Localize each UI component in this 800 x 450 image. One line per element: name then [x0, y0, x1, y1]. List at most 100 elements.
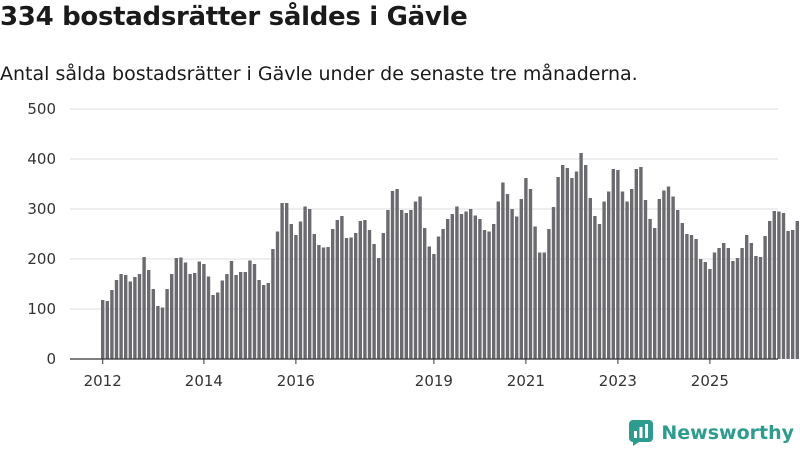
- bar: [501, 182, 505, 359]
- bar: [455, 206, 459, 359]
- bar: [229, 261, 234, 359]
- bar: [565, 168, 569, 359]
- bar: [791, 230, 795, 359]
- x-tick-label-2016: 2016: [277, 372, 315, 390]
- bar: [409, 210, 413, 359]
- bar: [446, 219, 450, 359]
- bar: [147, 270, 151, 359]
- bar: [248, 260, 252, 359]
- bar: [156, 306, 160, 359]
- bar: [220, 280, 224, 359]
- bar: [413, 201, 418, 359]
- bar: [450, 214, 454, 359]
- bar: [386, 210, 390, 359]
- bar: [648, 219, 652, 359]
- bar: [114, 280, 119, 359]
- bar: [298, 221, 303, 359]
- bar: [630, 189, 634, 359]
- bar: [547, 229, 551, 359]
- bar: [418, 196, 422, 359]
- bar: [349, 237, 353, 359]
- bar: [662, 190, 666, 359]
- y-tick-label-200: 200: [27, 250, 56, 268]
- bar: [243, 272, 247, 359]
- bar: [772, 211, 776, 359]
- bar: [280, 203, 284, 359]
- bar: [643, 200, 648, 359]
- bar: [556, 177, 560, 359]
- bar: [464, 211, 468, 359]
- bar: [754, 256, 758, 359]
- bar: [561, 165, 565, 359]
- bar: [165, 289, 169, 359]
- bar: [689, 235, 694, 359]
- y-tick-label-500: 500: [27, 100, 56, 118]
- bar: [423, 228, 427, 359]
- bar: [726, 248, 730, 359]
- bar: [712, 252, 717, 359]
- bar: [680, 223, 684, 359]
- bar: [763, 236, 767, 359]
- bar: [579, 153, 583, 359]
- bar: [570, 178, 574, 359]
- bar: [142, 257, 146, 359]
- bar: [271, 249, 275, 359]
- bar: [666, 186, 671, 359]
- bar: [473, 215, 477, 359]
- bar: [377, 258, 381, 359]
- brand-name: Newsworthy: [661, 422, 794, 444]
- bar: [699, 259, 703, 359]
- bar: [584, 165, 588, 359]
- bar: [395, 189, 399, 359]
- bar: [170, 274, 174, 359]
- bar: [197, 261, 201, 359]
- bar: [735, 258, 740, 359]
- bar: [781, 213, 786, 359]
- bar: [303, 206, 307, 359]
- bar: [436, 236, 441, 359]
- bar: [151, 289, 155, 359]
- chart-title: 334 bostadsrätter såldes i Gävle: [0, 2, 468, 32]
- bar: [432, 254, 436, 359]
- y-tick-label-0: 0: [46, 350, 56, 368]
- bar: [321, 247, 326, 359]
- y-tick-label-300: 300: [27, 200, 56, 218]
- newsworthy-brand: Newsworthy: [629, 420, 794, 446]
- bar: [634, 169, 638, 359]
- bar: [363, 220, 367, 359]
- bar: [519, 199, 523, 359]
- bar: [768, 221, 772, 359]
- x-tick-label-2023: 2023: [599, 372, 637, 390]
- bar: [326, 247, 330, 359]
- bar: [312, 234, 316, 359]
- bar: [202, 264, 206, 359]
- bar: [317, 245, 321, 359]
- bar: [597, 224, 602, 359]
- bar: [289, 224, 293, 359]
- bar: [400, 210, 404, 359]
- bar: [174, 258, 178, 359]
- bar: [533, 226, 537, 359]
- bar: [427, 246, 431, 359]
- bar: [179, 257, 183, 359]
- bar: [390, 191, 395, 359]
- bar: [128, 281, 132, 359]
- bar: [551, 207, 556, 359]
- bar: [294, 235, 298, 359]
- bar: [206, 276, 211, 359]
- x-tick-label-2025: 2025: [691, 372, 729, 390]
- bar: [625, 201, 629, 359]
- bar: [611, 169, 615, 359]
- y-tick-label-100: 100: [27, 300, 56, 318]
- bar: [657, 199, 661, 359]
- bar: [188, 274, 192, 359]
- bar: [740, 248, 744, 359]
- bar: [441, 229, 445, 359]
- bar: [372, 244, 376, 359]
- bar: [262, 285, 266, 359]
- bar: [137, 274, 142, 359]
- bar: [749, 243, 753, 359]
- bar: [193, 273, 197, 359]
- bar: [225, 274, 229, 359]
- bar: [496, 201, 500, 359]
